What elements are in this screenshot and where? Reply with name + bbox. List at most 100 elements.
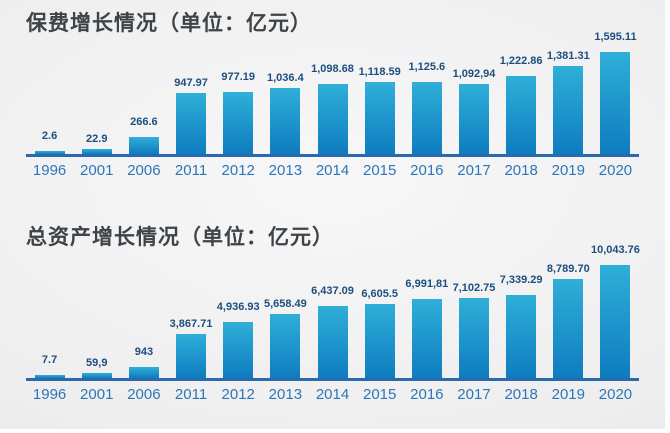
bar-column: 1,118.59 — [356, 66, 403, 154]
x-tick-label: 2016 — [410, 386, 444, 403]
bar-value-label: 2.6 — [41, 130, 58, 142]
bar-value-label: 8,789.70 — [546, 263, 590, 275]
bar-column: 947.97 — [167, 77, 214, 154]
bar-column: 266.6 — [120, 116, 167, 154]
bar — [270, 88, 301, 154]
bar-value-label: 7,102.75 — [452, 282, 496, 294]
total-assets-chart: 总资产增长情况（单位：亿元） 7.7 59,9 943 3,867.71 4,936.9… — [26, 224, 640, 403]
bar-value-label: 1,118.59 — [358, 66, 401, 78]
x-tick-label: 2017 — [457, 386, 491, 403]
bar-value-label: 22.9 — [86, 133, 108, 145]
total-assets-plot-area: 7.7 59,9 943 3,867.71 4,936.93 5,658.49 6,437.… — [26, 244, 640, 381]
x-tick-label: 2013 — [268, 162, 303, 179]
x-tick-label: 2014 — [315, 162, 350, 179]
bar-value-label: 10,043.76 — [590, 244, 640, 256]
bar-column: 7,102.75 — [450, 282, 497, 378]
bar-value-label: 1,381.31 — [546, 50, 590, 62]
bar-value-label: 266.6 — [130, 116, 158, 128]
bar — [223, 322, 254, 378]
premium-x-axis: 1996 2001 2006 2011 2012 2013 2014 2015 2016 2017… — [26, 162, 639, 179]
x-tick-label: 2018 — [504, 386, 538, 403]
bar — [128, 137, 159, 154]
x-tick-label: 2016 — [410, 162, 444, 179]
bar-value-label: 6,991,81 — [405, 278, 449, 290]
bar-value-label: 943 — [134, 346, 154, 358]
bar-value-label: 3,867.71 — [169, 318, 213, 330]
bar — [317, 84, 348, 154]
total-assets-chart-title: 总资产增长情况（单位：亿元） — [26, 226, 334, 249]
bar-column: 3,867.71 — [167, 318, 214, 378]
bar-column: 6,437.09 — [309, 285, 356, 378]
bar-column: 1,036.4 — [262, 72, 309, 154]
bar — [364, 82, 395, 154]
premium-chart-title: 保费增长情况（单位：亿元） — [26, 12, 312, 35]
bar-value-label: 1,092,94 — [452, 68, 496, 80]
x-tick-label: 2019 — [551, 162, 585, 179]
premium-plot-area: 2.6 22.9 266.6 947.97 977.19 1,036.4 1,098.68 1… — [26, 31, 639, 157]
bar — [458, 84, 489, 154]
x-tick-label: 2006 — [127, 386, 161, 403]
bar-column: 6,605.5 — [356, 288, 403, 378]
bar — [553, 66, 584, 154]
bar-value-label: 1,222.86 — [499, 55, 543, 67]
bar — [223, 92, 254, 154]
bar-value-label: 947.97 — [174, 77, 208, 89]
x-tick-label: 2020 — [598, 162, 633, 179]
bar-column: 7,339.29 — [498, 274, 545, 378]
bar — [270, 314, 301, 378]
bar — [411, 299, 442, 378]
bar-column: 8,789.70 — [545, 263, 592, 378]
bar-value-label: 977.19 — [221, 71, 256, 83]
bar-column: 1,381.31 — [545, 50, 592, 154]
bar-value-label: 4,936.93 — [216, 301, 260, 313]
bar-value-label: 7.7 — [41, 354, 58, 366]
bar — [176, 334, 207, 378]
bar — [506, 295, 537, 378]
x-tick-label: 2001 — [80, 162, 114, 179]
bar — [553, 279, 584, 378]
x-tick-label: 2013 — [268, 386, 303, 403]
bar-value-label: 7,339.29 — [499, 274, 543, 286]
x-tick-label: 2015 — [362, 386, 397, 403]
bar-column: 1,098.68 — [309, 63, 356, 154]
bar — [81, 373, 112, 378]
bar-column: 1,595.11 — [592, 31, 639, 154]
x-tick-label: 2019 — [551, 386, 585, 403]
bar — [81, 149, 112, 154]
x-tick-label: 1996 — [32, 162, 67, 179]
bar-column: 2.6 — [26, 130, 73, 154]
bar-value-label: 6,605.5 — [361, 288, 399, 300]
bar-column: 977.19 — [215, 71, 262, 154]
bar — [34, 151, 65, 154]
bar-value-label: 1,036.4 — [267, 72, 304, 84]
x-tick-label: 2001 — [80, 386, 114, 403]
bar-column: 4,936.93 — [215, 301, 262, 378]
bar — [317, 306, 348, 378]
bar-value-label: 5,658.49 — [263, 298, 307, 310]
bar-value-label: 1,125.6 — [408, 61, 446, 73]
bar-column: 5,658.49 — [262, 298, 309, 378]
bar-column: 6,991,81 — [403, 278, 450, 378]
bar-column: 7.7 — [26, 354, 73, 378]
bar — [506, 76, 537, 154]
bar — [34, 375, 65, 378]
bar-column: 943 — [120, 346, 167, 378]
x-tick-label: 2020 — [598, 386, 633, 403]
bar — [364, 304, 395, 378]
x-tick-label: 2012 — [221, 162, 255, 179]
bar — [176, 93, 207, 154]
bar-column: 10,043.76 — [591, 244, 640, 378]
x-tick-label: 2014 — [315, 386, 350, 403]
bar — [128, 367, 159, 378]
bar — [600, 52, 631, 154]
x-tick-label: 1996 — [32, 386, 67, 403]
bar-column: 1,222.86 — [498, 55, 545, 154]
bar-column: 1,125.6 — [403, 61, 450, 154]
x-tick-label: 2017 — [457, 162, 491, 179]
bar-value-label: 1,098.68 — [311, 63, 354, 75]
bar-value-label: 59,9 — [86, 357, 108, 369]
bar — [600, 265, 631, 378]
x-tick-label: 2012 — [221, 386, 255, 403]
bar-column: 59,9 — [73, 357, 120, 378]
